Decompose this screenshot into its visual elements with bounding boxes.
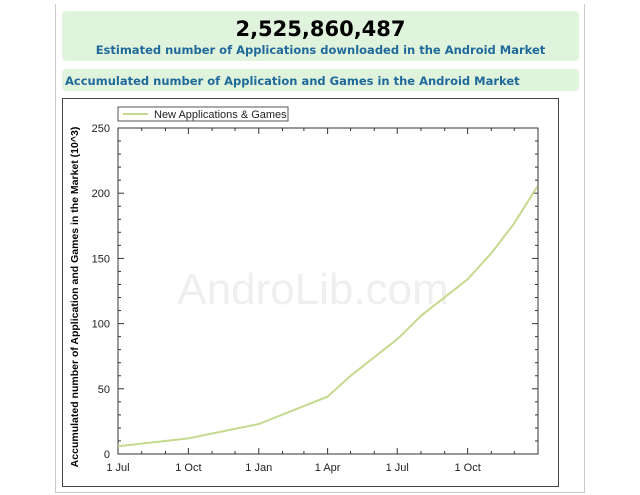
x-tick-label: 1 Jul [106, 462, 129, 474]
download-counter-panel: 2,525,860,487 Estimated number of Applic… [62, 11, 579, 61]
x-tick-label: 1 Apr [315, 462, 341, 474]
download-count: 2,525,860,487 [235, 17, 406, 41]
y-tick-label: 0 [104, 449, 110, 461]
download-count-caption: Estimated number of Applications downloa… [95, 43, 546, 57]
x-tick-label: 1 Oct [454, 462, 480, 474]
y-tick-label: 150 [92, 253, 110, 265]
y-axis-label: Accumulated number of Application and Ga… [69, 127, 81, 468]
page-frame [55, 4, 585, 493]
chart-container: AndroLib.com 0 50 100 150 200 250 1 Jul 1 Oct 1 … [62, 98, 559, 487]
section-title: Accumulated number of Application and Ga… [65, 74, 520, 88]
x-tick-label: 1 Jan [245, 462, 272, 474]
section-header: Accumulated number of Application and Ga… [62, 69, 579, 91]
x-tick-label: 1 Jul [386, 462, 409, 474]
legend-label: New Applications & Games [154, 109, 287, 121]
line-chart: AndroLib.com 0 50 100 150 200 250 1 Jul 1 Oct 1 … [69, 106, 539, 474]
y-tick-label: 100 [92, 319, 110, 331]
legend-box [117, 106, 289, 122]
y-tick-label: 250 [92, 123, 110, 135]
y-tick-label: 50 [98, 384, 110, 396]
watermark: AndroLib.com [177, 265, 448, 314]
series-line [117, 186, 539, 448]
x-tick-label: 1 Oct [175, 462, 201, 474]
y-tick-label: 200 [92, 188, 110, 200]
